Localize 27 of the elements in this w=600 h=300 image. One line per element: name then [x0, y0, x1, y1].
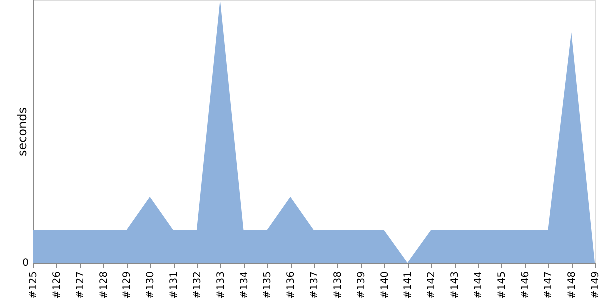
- x-tick-label: #148: [567, 272, 578, 299]
- x-tick-label: #145: [496, 272, 508, 299]
- x-tick-label: #129: [122, 272, 134, 299]
- x-tick-label: #139: [356, 272, 368, 299]
- x-tick-label: #127: [75, 272, 86, 299]
- x-tick-label: #143: [450, 272, 461, 299]
- x-tick-label: #126: [52, 272, 63, 299]
- x-tick-label: #133: [216, 272, 227, 299]
- x-tick-label: #136: [286, 272, 298, 299]
- x-tick-label: #147: [544, 272, 555, 299]
- x-tick-label: #146: [520, 272, 532, 299]
- x-tick-label: #125: [28, 272, 40, 299]
- x-tick-label: #140: [380, 272, 391, 299]
- x-tick-label: #134: [239, 272, 250, 299]
- x-tick-label: #149: [590, 272, 600, 299]
- x-tick-label: #137: [310, 272, 320, 299]
- x-tick-label: #142: [426, 272, 438, 299]
- y-axis-title: seconds: [16, 107, 30, 157]
- x-tick-label: #130: [146, 272, 157, 299]
- x-tick-label: #135: [262, 272, 274, 299]
- x-tick-label: #128: [98, 272, 110, 299]
- x-tick-label: #131: [169, 272, 180, 299]
- x-tick-label: #141: [403, 272, 414, 299]
- x-tick-label: #144: [473, 272, 484, 299]
- text: 0: [22, 258, 29, 269]
- x-tick-label: #132: [192, 272, 204, 299]
- x-tick-label: #138: [332, 272, 344, 299]
